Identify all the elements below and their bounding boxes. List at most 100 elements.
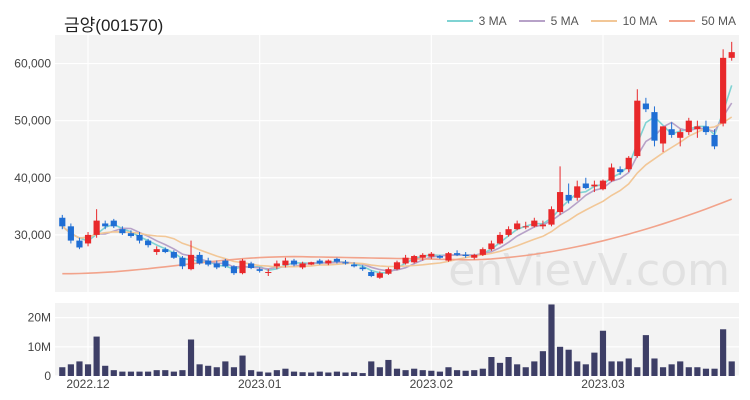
price-tick-label: 30,000 xyxy=(14,228,51,242)
volume-bar xyxy=(256,371,263,376)
volume-bar xyxy=(505,357,512,376)
volume-bar xyxy=(239,355,246,376)
candle-body xyxy=(110,220,117,227)
volume-bar xyxy=(565,349,572,376)
candle-body xyxy=(668,129,675,135)
volume-bar xyxy=(84,364,92,376)
candle-body xyxy=(436,256,444,258)
price-tick-label: 40,000 xyxy=(14,171,51,185)
candle-body xyxy=(496,234,504,244)
volume-bar xyxy=(659,367,667,376)
volume-bar xyxy=(625,358,632,376)
candle-body xyxy=(170,252,177,258)
candle-body xyxy=(685,120,692,133)
volume-bar xyxy=(93,336,100,376)
candle-body xyxy=(625,157,632,170)
volume-bar xyxy=(299,372,306,376)
volume-bar xyxy=(702,368,710,376)
volume-bar xyxy=(488,357,495,376)
volume-bar xyxy=(685,367,692,376)
volume-bar xyxy=(248,370,255,376)
candle-body xyxy=(376,273,383,278)
candle-body xyxy=(411,256,418,263)
volume-bar xyxy=(496,362,504,376)
legend-swatch xyxy=(518,20,545,22)
candle-body xyxy=(642,103,649,110)
candle-body xyxy=(127,233,135,237)
ma50-line xyxy=(62,198,732,275)
candle-body xyxy=(514,223,521,230)
volume-bar xyxy=(230,367,238,376)
volume-bar xyxy=(325,372,332,376)
legend-label: 3 MA xyxy=(478,14,507,28)
candle-body xyxy=(531,220,538,227)
volume-bar xyxy=(668,364,675,376)
candle-body xyxy=(273,263,280,267)
candle-body xyxy=(539,224,546,227)
candle-body xyxy=(265,272,272,274)
candle-body xyxy=(136,234,143,241)
volume-bar xyxy=(402,370,409,376)
volume-bar xyxy=(591,352,598,376)
legend-label: 50 MA xyxy=(701,14,736,28)
volume-bar xyxy=(462,370,469,376)
volume-bar xyxy=(393,368,401,376)
candle-body xyxy=(419,254,426,258)
x-tick-label: 2022.12 xyxy=(66,377,110,391)
candle-body xyxy=(256,269,263,271)
candle-body xyxy=(453,253,461,255)
candle-body xyxy=(350,264,358,267)
candle-body xyxy=(694,126,701,130)
candle-body xyxy=(119,229,126,234)
volume-bar xyxy=(213,367,220,376)
volume-bar xyxy=(514,364,521,376)
candle-body xyxy=(222,260,229,267)
candle-body xyxy=(711,134,718,147)
candle-body xyxy=(565,194,572,201)
legend: 3 MA 5 MA 10 MA 50 MA xyxy=(446,14,736,28)
volume-bar xyxy=(222,361,229,376)
candle-body xyxy=(230,266,238,274)
volume-bar xyxy=(350,372,358,376)
volume-bar xyxy=(333,371,341,376)
x-tick-label: 2023.01 xyxy=(238,377,282,391)
candle-body xyxy=(239,260,246,274)
candle-body xyxy=(196,254,203,264)
volume-bar xyxy=(677,361,684,376)
price-tick-label: 50,000 xyxy=(14,114,51,128)
candle-body xyxy=(67,226,74,241)
volume-bar xyxy=(728,361,735,376)
legend-item: 10 MA xyxy=(590,14,657,28)
volume-bar xyxy=(136,371,143,376)
candle-body xyxy=(187,254,195,270)
candle-body xyxy=(445,253,452,261)
price-panel xyxy=(55,35,739,292)
volume-bar xyxy=(642,335,649,376)
candle-body xyxy=(393,262,401,270)
volume-tick-label: 10M xyxy=(28,340,51,354)
candle-body xyxy=(299,263,306,268)
candle-body xyxy=(368,272,375,277)
volume-bar xyxy=(599,330,607,376)
candle-body xyxy=(290,260,298,265)
candle-body xyxy=(59,217,66,227)
volume-panel xyxy=(55,303,739,376)
volume-bar xyxy=(608,361,615,376)
candle-body xyxy=(162,249,169,253)
volume-bar xyxy=(453,370,461,376)
volume-bar xyxy=(205,365,212,376)
volume-bar xyxy=(556,346,564,376)
volume-bar xyxy=(162,370,169,376)
candle-body xyxy=(93,220,100,235)
volume-bar xyxy=(316,371,323,376)
candle-body xyxy=(316,260,323,264)
volume-bar xyxy=(145,371,152,376)
volume-bar xyxy=(76,361,83,376)
candle-body xyxy=(428,253,435,257)
candle-body xyxy=(728,52,735,58)
volume-bar xyxy=(273,370,280,376)
volume-bar xyxy=(548,304,555,376)
volume-bar xyxy=(471,370,478,376)
volume-bar xyxy=(265,372,272,376)
